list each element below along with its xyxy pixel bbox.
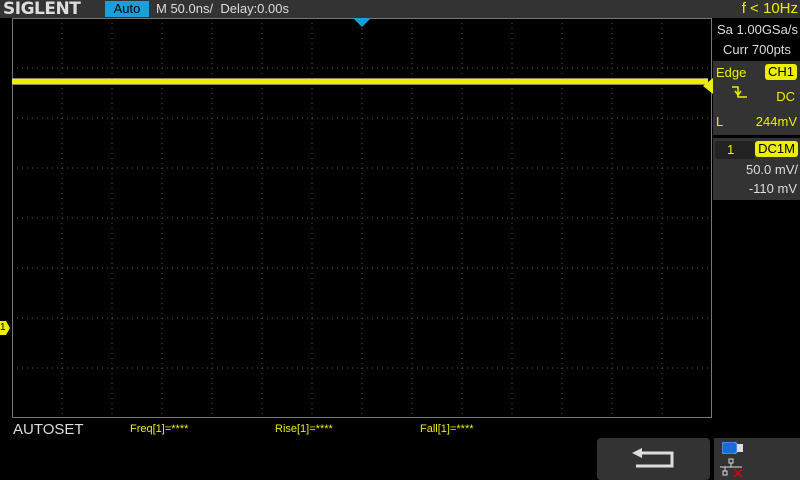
back-button[interactable] (597, 438, 710, 480)
frequency-counter: f < 10Hz (741, 0, 798, 17)
acquisition-panel: Sa 1.00GSa/s Curr 700pts (713, 18, 800, 60)
trigger-type: Edge (716, 65, 747, 80)
trigger-position-marker[interactable] (353, 18, 371, 28)
ch1-marker-label: 1 (0, 322, 6, 333)
channel-scale: 50.0 mV/ (745, 162, 798, 177)
trigger-coupling: DC (776, 89, 795, 104)
trigger-level-marker[interactable] (703, 78, 713, 94)
channel-number: 1 (727, 142, 735, 157)
measurement-fall: Fall[1]=**** (420, 423, 474, 435)
trigger-level-label: L (716, 114, 724, 129)
trigger-level: 244mV (755, 114, 797, 129)
ch1-offset-marker[interactable]: 1 (0, 321, 10, 335)
channel-number-box: 1 (715, 141, 755, 159)
timebase-value: M 50.0ns/ (156, 1, 214, 16)
channel-coupling: DC1M (755, 141, 798, 157)
status-icons (714, 438, 800, 480)
trigger-source: CH1 (764, 64, 797, 80)
sample-rate: Sa 1.00GSa/s (717, 22, 798, 37)
usb-drive-icon (722, 442, 743, 454)
trigger-panel[interactable]: Edge CH1 DC L 244mV (713, 61, 800, 135)
waveform-grid[interactable] (12, 18, 712, 418)
network-disconnected-icon (720, 458, 743, 478)
trigger-mode[interactable]: Auto (105, 1, 149, 17)
delay-value: Delay:0.00s (220, 1, 289, 16)
measurement-freq: Freq[1]=**** (130, 423, 189, 435)
channel-panel[interactable]: 1 DC1M 50.0 mV/ -110 mV (713, 138, 800, 200)
brand-logo: SIGLENT (3, 0, 81, 19)
measurement-rise: Rise[1]=**** (275, 423, 333, 435)
memory-depth: Curr 700pts (723, 42, 791, 57)
timebase[interactable]: M 50.0ns/ Delay:0.00s (156, 1, 289, 16)
status-bar: SIGLENT Auto M 50.0ns/ Delay:0.00s f < 1… (0, 0, 800, 19)
menu-title: AUTOSET (13, 421, 84, 438)
ch1-trace (12, 79, 708, 84)
falling-edge-icon (732, 86, 747, 98)
channel-offset: -110 mV (748, 181, 797, 196)
return-arrow-icon (632, 448, 674, 468)
